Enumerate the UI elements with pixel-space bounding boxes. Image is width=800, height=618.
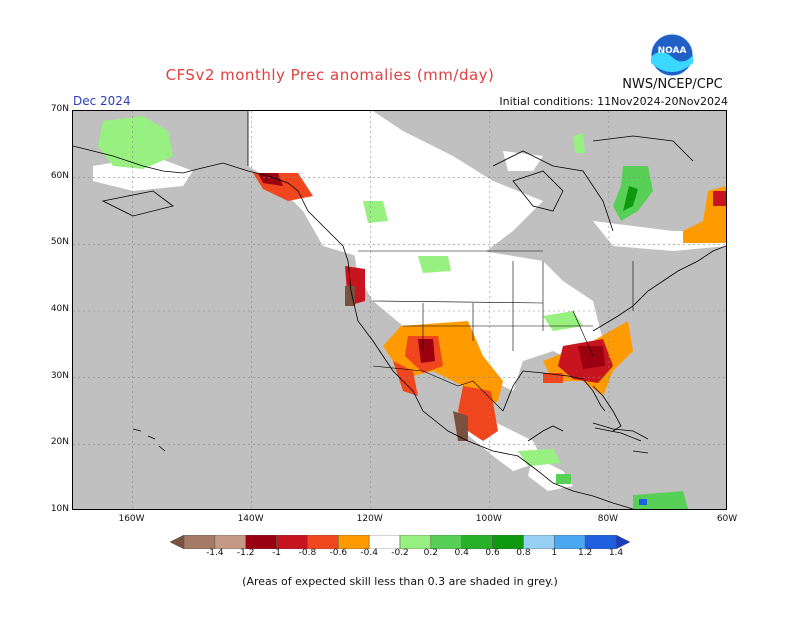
colorbar-label: -0.6 [329,548,348,558]
lon-label-100W: 100W [475,514,502,524]
lat-label-30N: 30N [50,370,69,381]
colorbar-label: -0.2 [391,548,409,558]
colorbar-swatch [183,534,216,550]
colorbar-label: -1.2 [236,548,255,558]
lon-label-60W: 60W [716,514,738,524]
colorbar-label: 0.8 [516,548,531,558]
colorbar-swatch [307,534,339,550]
colorbar-swatch [523,534,555,550]
lat-label-60N: 60N [50,170,69,181]
chart-title: CFSv2 monthly Prec anomalies (mm/day) [165,66,495,84]
colorbar-swatch [214,534,246,550]
coastlines [72,111,727,510]
colorbar-label: -0.4 [360,548,378,558]
hawaii-islands [132,428,166,452]
lon-label-80W: 80W [597,514,619,524]
footnote: (Areas of expected skill less than 0.3 a… [242,575,558,588]
lon-label-140W: 140W [237,514,264,524]
lat-label-20N: 20N [50,437,69,448]
colorbar-label: 0.4 [454,548,469,558]
colorbar-swatch [276,534,308,550]
noaa-logo: NOAA [650,33,694,77]
colorbar-swatch [584,534,617,550]
borders [358,250,634,412]
colorbar-swatch [461,534,493,550]
svg-text:NOAA: NOAA [658,46,687,56]
colorbar-swatch [368,534,401,550]
colorbar-swatch [399,534,432,550]
agency-label: NWS/NCEP/CPC [622,77,723,92]
colorbar [169,534,631,550]
colorbar-label: 0.6 [485,548,500,558]
colorbar-swatch [430,534,462,550]
colorbar-label: 1.2 [577,548,593,558]
positive-anomaly-areas [98,116,688,509]
colorbar-label: 0.2 [423,548,438,558]
colorbar-swatches [169,534,631,550]
lon-label-120W: 120W [356,514,383,524]
colorbar-label: -1.4 [206,548,224,558]
colorbar-label: -1 [272,548,282,558]
lon-label-160W: 160W [118,514,145,524]
colorbar-swatch [169,534,185,550]
colorbar-label: -0.8 [298,548,317,558]
noaa-logo-icon: NOAA [650,33,694,77]
initial-conditions: Initial conditions: 11Nov2024-20Nov2024 [499,95,728,108]
colorbar-label: 1 [551,548,558,558]
lat-label-10N: 10N [50,504,69,514]
lat-label-70N: 70N [50,104,69,114]
colorbar-swatch [338,534,370,550]
caribbean-islands [594,427,649,454]
forecast-month: Dec 2024 [73,94,131,108]
colorbar-swatch [492,534,524,550]
colorbar-swatch [554,534,586,550]
colorbar-swatch [615,534,631,550]
colorbar-swatch [245,534,277,550]
negative-anomaly-areas [253,173,726,441]
colorbar-label: 1.4 [608,548,624,558]
map-canvas [72,111,729,511]
precip-anomaly-map [72,110,729,511]
lat-label-40N: 40N [50,304,69,314]
lat-label-50N: 50N [50,237,69,248]
